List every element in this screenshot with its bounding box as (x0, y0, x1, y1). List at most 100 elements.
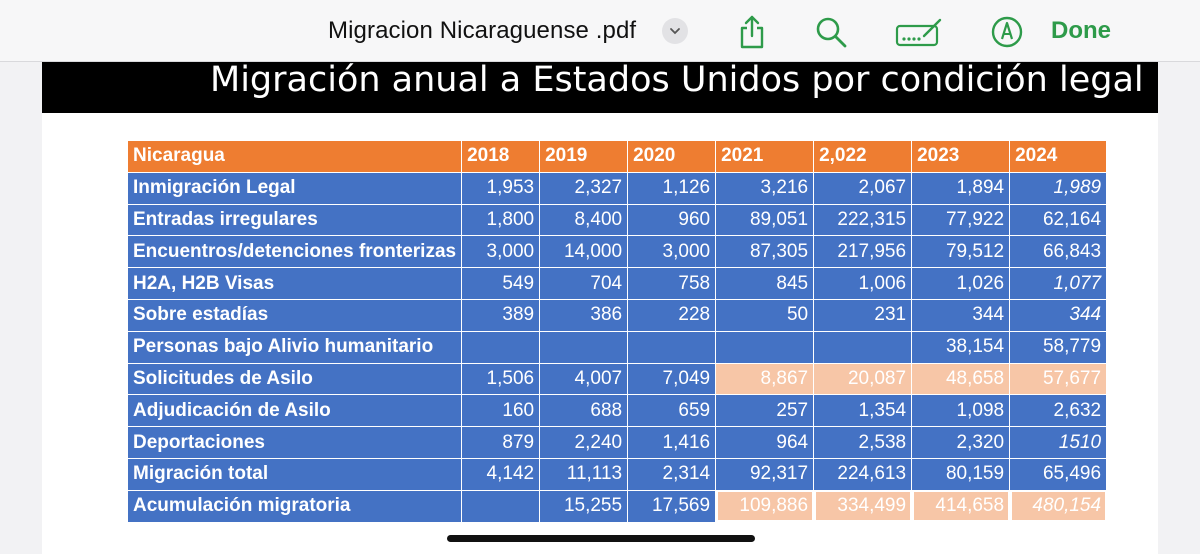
table-cell: 228 (627, 298, 717, 332)
table-cell: 2,538 (813, 426, 913, 459)
row-label: Sobre estadías (126, 298, 463, 332)
table-cell: 48,658 (911, 362, 1011, 396)
slide-header: Migración anual a Estados Unidos por con… (42, 60, 1158, 113)
table-header-cell: 2018 (461, 140, 541, 173)
table-cell: 8,400 (539, 203, 629, 237)
table-header-cell: 2023 (911, 140, 1011, 173)
table-cell: 1,953 (461, 171, 541, 205)
table-cell: 386 (539, 298, 629, 332)
table-cell: 66,843 (1009, 235, 1108, 269)
home-indicator (447, 535, 755, 542)
table-row: Inmigración Legal 1,953 2,327 1,126 3,216 2,0… (126, 171, 1108, 205)
table-cell: 11,113 (539, 457, 629, 491)
table-header-cell: 2020 (627, 140, 717, 173)
table-cell: 1,800 (461, 203, 541, 237)
search-icon[interactable] (811, 12, 851, 52)
table-cell: 257 (715, 394, 815, 428)
table-cell: 222,315 (813, 203, 913, 237)
table-row: H2A, H2B Visas 549 704 758 845 1,006 1,026 1,07… (126, 267, 1108, 300)
row-label: Personas bajo Alivio humanitario (126, 330, 463, 364)
table-cell: 414,658 (911, 489, 1011, 523)
table-cell: 1,126 (627, 171, 717, 205)
table-cell: 3,000 (627, 235, 717, 269)
markup-icon[interactable] (987, 12, 1027, 52)
table-cell (539, 330, 629, 364)
table-cell: 80,159 (911, 457, 1011, 491)
slide-title: Migración anual a Estados Unidos por con… (210, 60, 1144, 100)
row-label: Adjudicación de Asilo (126, 394, 463, 428)
table-cell: 217,956 (813, 235, 913, 269)
table-row: Encuentros/detenciones fronterizas 3,000 1… (126, 235, 1108, 269)
table-cell: 879 (461, 426, 541, 459)
table-cell: 1,989 (1009, 171, 1108, 205)
table-row: Acumulación migratoria 15,255 17,569 109,88… (126, 489, 1108, 523)
table-cell: 549 (461, 267, 541, 300)
table-cell: 659 (627, 394, 717, 428)
table-cell: 65,496 (1009, 457, 1108, 491)
table-cell: 58,779 (1009, 330, 1108, 364)
table-cell: 964 (715, 426, 815, 459)
table-cell: 15,255 (539, 489, 629, 523)
table-header-cell: 2021 (715, 140, 815, 173)
document-title[interactable]: Migracion Nicaraguense .pdf (328, 17, 637, 44)
table-cell: 62,164 (1009, 203, 1108, 237)
table-cell: 160 (461, 394, 541, 428)
table-cell: 2,327 (539, 171, 629, 205)
table-cell (627, 330, 717, 364)
table-cell: 224,613 (813, 457, 913, 491)
table-cell: 77,922 (911, 203, 1011, 237)
table-cell: 2,632 (1009, 394, 1108, 428)
table-row: Migración total 4,142 11,113 2,314 92,317 224… (126, 457, 1108, 491)
table-cell: 92,317 (715, 457, 815, 491)
share-icon[interactable] (732, 12, 772, 52)
table-row: Personas bajo Alivio humanitario 38,154 58… (126, 330, 1108, 364)
row-label: Inmigración Legal (126, 171, 463, 205)
table-cell: 4,007 (539, 362, 629, 396)
table-cell: 109,886 (715, 489, 815, 523)
table-cell: 1,026 (911, 267, 1011, 300)
table-cell: 2,314 (627, 457, 717, 491)
row-label: Solicitudes de Asilo (126, 362, 463, 396)
table-cell: 57,677 (1009, 362, 1108, 396)
table-cell: 2,067 (813, 171, 913, 205)
done-button[interactable]: Done (1051, 17, 1111, 44)
table-row: Adjudicación de Asilo 160 688 659 257 1,354 1,… (126, 394, 1108, 428)
toolbar: Migracion Nicaraguense .pdf Done (0, 0, 1200, 62)
table-cell: 688 (539, 394, 629, 428)
table-cell: 4,142 (461, 457, 541, 491)
table-cell: 845 (715, 267, 815, 300)
table-header-cell: 2024 (1009, 140, 1108, 173)
row-label: H2A, H2B Visas (126, 267, 463, 300)
chevron-down-icon[interactable] (662, 18, 688, 44)
table-cell: 1,416 (627, 426, 717, 459)
table-header-cell: Nicaragua (126, 140, 463, 173)
table-cell: 87,305 (715, 235, 815, 269)
table-cell: 1510 (1009, 426, 1108, 459)
table-cell: 50 (715, 298, 815, 332)
table-cell: 344 (911, 298, 1011, 332)
table-cell: 89,051 (715, 203, 815, 237)
row-label: Encuentros/detenciones fronterizas (126, 235, 463, 269)
table-row: Solicitudes de Asilo 1,506 4,007 7,049 8,867… (126, 362, 1108, 396)
table-cell: 38,154 (911, 330, 1011, 364)
table-cell: 344 (1009, 298, 1108, 332)
table-cell: 79,512 (911, 235, 1011, 269)
table-cell: 389 (461, 298, 541, 332)
table-cell: 1,506 (461, 362, 541, 396)
signature-icon[interactable] (893, 12, 945, 52)
table-row: Deportaciones 879 2,240 1,416 964 2,538 2,320 1… (126, 426, 1108, 459)
table-cell: 14,000 (539, 235, 629, 269)
table-header-cell: 2,022 (813, 140, 913, 173)
table-cell: 17,569 (627, 489, 717, 523)
table-cell: 1,098 (911, 394, 1011, 428)
table-cell (461, 489, 541, 523)
table-cell: 2,240 (539, 426, 629, 459)
table-cell: 231 (813, 298, 913, 332)
table-body: Inmigración Legal 1,953 2,327 1,126 3,216 2,0… (126, 171, 1108, 523)
table-cell: 960 (627, 203, 717, 237)
table-cell: 758 (627, 267, 717, 300)
row-label: Acumulación migratoria (126, 489, 463, 523)
table-cell: 7,049 (627, 362, 717, 396)
table-cell: 1,894 (911, 171, 1011, 205)
migration-table: Nicaragua 2018 2019 2020 2021 2,022 2023… (126, 140, 1108, 523)
